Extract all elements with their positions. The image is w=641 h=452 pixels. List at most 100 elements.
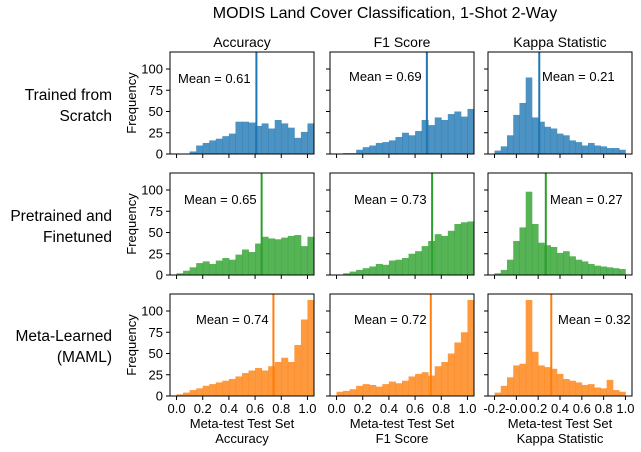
mean-label: Mean = 0.73	[354, 192, 427, 207]
histogram-bar	[209, 140, 217, 154]
panel-frame	[329, 51, 475, 155]
y-tick-label: 75	[149, 83, 163, 98]
x-axis-label: Meta-test Test Set	[350, 416, 455, 431]
histogram-bar	[556, 373, 564, 396]
y-tick-label: 0	[156, 389, 163, 404]
histogram-bar	[362, 147, 370, 154]
histogram-bar	[519, 363, 527, 396]
x-axis-label: Meta-test Test Set	[508, 416, 613, 431]
histogram-bar	[215, 382, 223, 396]
x-tick-label: 0.6	[246, 401, 264, 416]
row-label-pretrained-line1: Pretrained and	[10, 208, 112, 225]
histogram-bar	[434, 366, 442, 396]
histogram-bar	[402, 380, 409, 396]
histogram-bar	[441, 235, 449, 275]
histogram-bar	[550, 128, 558, 154]
panel-r1-c1: Mean = 0.73	[326, 172, 475, 279]
histogram-bar	[176, 273, 184, 275]
x-tick-label: 0.6	[406, 401, 424, 416]
histogram-bar	[343, 390, 351, 396]
y-axis-label: Frequency	[124, 193, 139, 255]
histogram-bar	[447, 353, 455, 396]
histogram-bar	[189, 267, 197, 275]
histogram-bar	[300, 131, 308, 154]
row-label-scratch-line1: Trained from	[24, 87, 112, 104]
histogram-bar	[544, 367, 552, 396]
histogram-bar	[421, 120, 429, 154]
x-tick-label: 0.2	[529, 401, 547, 416]
histogram-bar	[287, 362, 295, 396]
histogram-bar	[454, 224, 462, 275]
histogram-bar	[382, 384, 390, 396]
histogram-bar	[408, 253, 416, 275]
y-tick-label: 25	[149, 125, 163, 140]
histogram-bar	[274, 120, 282, 154]
column-title: F1 Score	[374, 34, 431, 50]
histogram-bar	[513, 241, 520, 275]
histogram-bar	[222, 380, 230, 396]
histogram-bar	[460, 222, 468, 275]
y-tick-label: 50	[149, 346, 163, 361]
histogram-bar	[268, 128, 276, 154]
x-tick-label: 0.8	[272, 401, 290, 416]
histogram-bar	[519, 227, 527, 275]
histogram-bar	[281, 237, 289, 275]
y-tick-label: 25	[149, 367, 163, 382]
panel-r0-c1: Mean = 0.69	[326, 51, 475, 158]
histogram-bar	[507, 135, 514, 154]
histogram-bar	[538, 365, 545, 396]
histogram-bar	[600, 388, 608, 396]
histogram-bar	[228, 259, 236, 275]
y-tick-label: 50	[149, 225, 163, 240]
histogram-bar	[375, 263, 383, 275]
histogram-bar	[248, 252, 256, 275]
histogram-bar	[581, 384, 589, 396]
histogram-bar	[300, 319, 308, 396]
histogram-bar	[274, 362, 282, 396]
histogram-bar	[356, 269, 364, 275]
histogram-bar	[343, 273, 351, 275]
histogram-bar	[467, 108, 475, 154]
histogram-bar	[415, 251, 423, 275]
y-tick-label: 0	[156, 147, 163, 162]
histogram-bar	[606, 148, 614, 154]
histogram-bar	[349, 271, 357, 275]
histogram-bar	[563, 251, 570, 275]
histogram-bar	[460, 332, 468, 396]
histogram-bar	[382, 264, 390, 275]
panel-r2-c1: Mean = 0.72 0.0 0.2 0.4 0.6 0.8 1.0	[326, 293, 476, 416]
histogram-bar	[242, 373, 249, 396]
histogram-bar	[375, 386, 383, 396]
histogram-bar	[500, 269, 508, 275]
histogram-bar	[544, 126, 552, 154]
histogram-bar	[183, 392, 191, 396]
histogram-bar	[307, 299, 315, 396]
histogram-bar	[538, 242, 545, 275]
panel-frame	[329, 293, 475, 397]
mean-label: Mean = 0.61	[178, 71, 251, 86]
histogram-bar	[594, 265, 601, 275]
row-label-maml: Meta-Learned (MAML)	[0, 326, 112, 368]
row-label-scratch: Trained from Scratch	[0, 85, 112, 127]
histogram-bar	[507, 259, 514, 275]
column-title: Accuracy	[213, 34, 271, 50]
x-tick-label: 0.2	[194, 401, 212, 416]
histogram-bar	[255, 243, 263, 275]
histogram-bar	[375, 142, 383, 154]
histogram-bar	[525, 299, 533, 396]
histogram-bar	[550, 246, 558, 275]
histogram-bar	[531, 351, 539, 396]
row-label-maml-line1: Meta-Learned	[15, 328, 112, 345]
histogram-bar	[544, 245, 552, 275]
histogram-bar	[556, 133, 564, 154]
histogram-bar	[294, 235, 302, 275]
histogram-bar	[183, 270, 191, 275]
histogram-bar	[569, 380, 576, 396]
histogram-bar	[575, 142, 583, 154]
mean-label: Mean = 0.74	[196, 312, 269, 327]
histogram-bar	[513, 365, 520, 396]
histogram-bar	[222, 258, 230, 275]
histogram-bar	[356, 149, 364, 154]
y-tick-label: 100	[141, 304, 163, 319]
histogram-bar	[307, 123, 315, 154]
